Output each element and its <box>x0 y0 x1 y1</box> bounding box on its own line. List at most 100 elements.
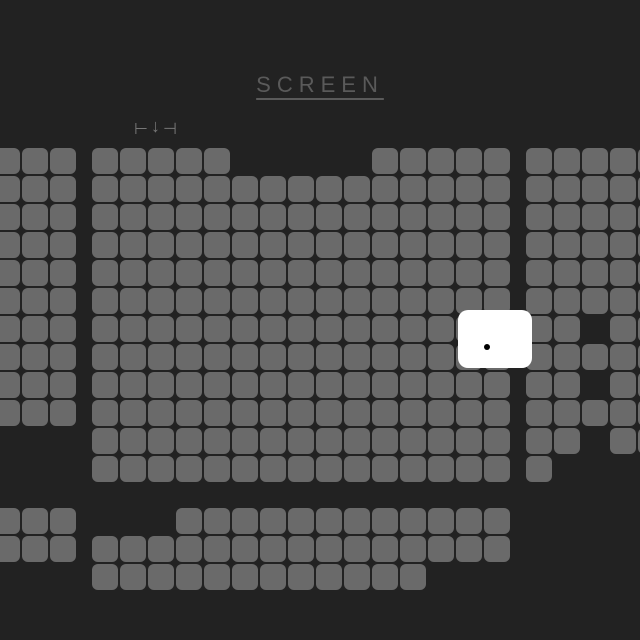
seat[interactable] <box>0 288 20 314</box>
seat[interactable] <box>456 536 482 562</box>
seat[interactable] <box>204 508 230 534</box>
seat[interactable] <box>372 232 398 258</box>
seat[interactable] <box>400 232 426 258</box>
seat[interactable] <box>288 344 314 370</box>
seat[interactable] <box>148 176 174 202</box>
seat[interactable] <box>428 536 454 562</box>
seat[interactable] <box>526 456 552 482</box>
seat[interactable] <box>92 428 118 454</box>
seat[interactable] <box>176 260 202 286</box>
seat[interactable] <box>484 508 510 534</box>
seat[interactable] <box>0 260 20 286</box>
seat[interactable] <box>372 400 398 426</box>
seat[interactable] <box>232 288 258 314</box>
seat[interactable] <box>176 316 202 342</box>
seat[interactable] <box>50 176 76 202</box>
seat[interactable] <box>148 316 174 342</box>
seat[interactable] <box>148 564 174 590</box>
seat[interactable] <box>344 456 370 482</box>
seat[interactable] <box>484 176 510 202</box>
seat[interactable] <box>204 456 230 482</box>
seat[interactable] <box>0 316 20 342</box>
seat[interactable] <box>260 288 286 314</box>
seat[interactable] <box>526 232 552 258</box>
seat[interactable] <box>526 372 552 398</box>
seat[interactable] <box>120 260 146 286</box>
seat[interactable] <box>288 536 314 562</box>
seat[interactable] <box>456 288 482 314</box>
seat[interactable] <box>92 232 118 258</box>
seat[interactable] <box>176 372 202 398</box>
seat[interactable] <box>92 288 118 314</box>
seat[interactable] <box>260 508 286 534</box>
seat[interactable] <box>554 204 580 230</box>
seat[interactable] <box>260 456 286 482</box>
seat[interactable] <box>456 316 482 342</box>
seat[interactable] <box>428 372 454 398</box>
seat[interactable] <box>554 288 580 314</box>
seat[interactable] <box>554 316 580 342</box>
seat[interactable] <box>232 400 258 426</box>
seat[interactable] <box>400 428 426 454</box>
seat[interactable] <box>526 316 552 342</box>
seat[interactable] <box>204 148 230 174</box>
seat[interactable] <box>0 148 20 174</box>
seat[interactable] <box>400 204 426 230</box>
seat[interactable] <box>372 176 398 202</box>
seat[interactable] <box>22 204 48 230</box>
seat[interactable] <box>232 232 258 258</box>
seat[interactable] <box>316 428 342 454</box>
seat[interactable] <box>120 288 146 314</box>
seat[interactable] <box>260 428 286 454</box>
seat[interactable] <box>372 204 398 230</box>
seat[interactable] <box>344 508 370 534</box>
seat[interactable] <box>456 344 482 370</box>
seat[interactable] <box>316 232 342 258</box>
seat[interactable] <box>148 148 174 174</box>
seat[interactable] <box>204 232 230 258</box>
seat[interactable] <box>288 400 314 426</box>
seat[interactable] <box>204 400 230 426</box>
seat[interactable] <box>484 232 510 258</box>
seat[interactable] <box>428 176 454 202</box>
seat[interactable] <box>372 508 398 534</box>
seat[interactable] <box>92 456 118 482</box>
seat[interactable] <box>50 400 76 426</box>
seat[interactable] <box>288 508 314 534</box>
seat[interactable] <box>50 536 76 562</box>
seat[interactable] <box>22 288 48 314</box>
seat[interactable] <box>372 564 398 590</box>
seat[interactable] <box>204 316 230 342</box>
seat[interactable] <box>554 372 580 398</box>
seat[interactable] <box>526 260 552 286</box>
seat[interactable] <box>0 372 20 398</box>
seat[interactable] <box>50 344 76 370</box>
seat[interactable] <box>22 400 48 426</box>
seat[interactable] <box>554 344 580 370</box>
seat[interactable] <box>400 564 426 590</box>
seat[interactable] <box>582 204 608 230</box>
seat[interactable] <box>428 204 454 230</box>
seat[interactable] <box>582 400 608 426</box>
seat[interactable] <box>176 456 202 482</box>
seat[interactable] <box>484 372 510 398</box>
seat[interactable] <box>232 316 258 342</box>
seat[interactable] <box>22 316 48 342</box>
seat[interactable] <box>372 456 398 482</box>
seat[interactable] <box>372 260 398 286</box>
seat[interactable] <box>428 344 454 370</box>
seat[interactable] <box>204 176 230 202</box>
seat[interactable] <box>344 176 370 202</box>
seat[interactable] <box>288 260 314 286</box>
seat[interactable] <box>232 204 258 230</box>
seat[interactable] <box>120 456 146 482</box>
seat[interactable] <box>22 148 48 174</box>
seat[interactable] <box>92 400 118 426</box>
seat[interactable] <box>92 564 118 590</box>
seat[interactable] <box>176 176 202 202</box>
seat[interactable] <box>428 288 454 314</box>
seat[interactable] <box>148 456 174 482</box>
seat[interactable] <box>428 316 454 342</box>
seat[interactable] <box>582 344 608 370</box>
seat[interactable] <box>344 564 370 590</box>
